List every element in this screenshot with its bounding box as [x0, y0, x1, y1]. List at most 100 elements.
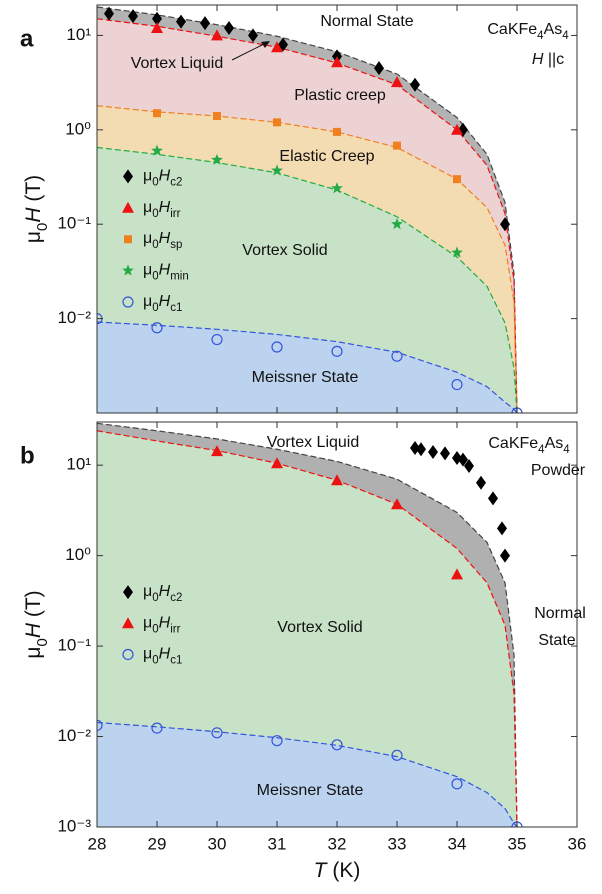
data-point: [497, 521, 507, 536]
data-point: [391, 350, 403, 362]
y-tick-label: 10¹: [66, 25, 91, 44]
data-point: [416, 442, 426, 457]
data-point: [211, 727, 223, 739]
legend-marker: [123, 169, 133, 184]
data-point: [331, 739, 343, 751]
data-point: [271, 735, 283, 747]
annotation: State: [538, 632, 575, 649]
panel: 10¹ 10⁰ 10⁻¹ 10⁻² 10⁻³28 29 30 31 32 33 34 35 36 μ0Hc…: [20, 421, 587, 882]
x-tick-label: 33: [388, 834, 407, 853]
data-point: [464, 458, 474, 473]
data-point: [488, 491, 498, 506]
data-point: [151, 322, 163, 334]
x-tick-label: 29: [148, 834, 167, 853]
data-point: [153, 109, 161, 118]
legend-marker: [122, 617, 134, 629]
data-point: [451, 778, 463, 790]
annotation: CaKFe4As4: [488, 435, 570, 456]
data-point: [248, 28, 258, 43]
data-point: [151, 722, 163, 734]
data-point: [451, 246, 463, 258]
data-point: [211, 29, 223, 41]
legend-label: μ0Hc2: [143, 583, 182, 604]
annotation: Normal: [534, 605, 586, 622]
y-axis-label: μ0H (T): [22, 175, 51, 243]
data-point: [410, 440, 420, 455]
data-point: [151, 21, 163, 33]
data-point: [104, 6, 114, 21]
annotation: H ||c: [532, 51, 564, 68]
fit-line: [97, 321, 518, 413]
region-fill: [97, 322, 517, 413]
data-point: [151, 144, 163, 156]
data-point: [331, 345, 343, 357]
legend-label: μ0Hsp: [143, 230, 182, 251]
panel-label: b: [20, 442, 35, 469]
legend-label: μ0Hc1: [143, 293, 182, 314]
annotation: Normal State: [320, 13, 413, 30]
data-point: [393, 141, 401, 150]
legend-marker: [122, 296, 134, 308]
data-point: [500, 217, 510, 232]
data-point: [200, 16, 210, 31]
fit-line: [97, 721, 518, 827]
data-point: [331, 474, 343, 486]
legend-label: μ0Hc2: [143, 168, 182, 189]
region-fill: [97, 430, 517, 827]
data-point: [500, 548, 510, 563]
y-tick-label: 10¹: [66, 455, 91, 474]
arrow-line: [231, 42, 267, 61]
y-tick-label: 10⁻¹: [57, 214, 91, 233]
annotation: Powder: [531, 462, 586, 479]
arrow-head: [261, 41, 270, 48]
x-tick-label: 30: [208, 834, 227, 853]
annotation: CaKFe4As4: [487, 21, 569, 42]
fit-line: [97, 146, 518, 413]
legend-label: μ0Hmin: [143, 262, 189, 283]
data-point: [273, 118, 281, 127]
data-point: [331, 182, 343, 194]
y-tick-label: 10⁰: [65, 119, 91, 138]
y-tick-label: 10⁻²: [57, 308, 91, 327]
data-point: [391, 218, 403, 230]
fit-line: [97, 105, 518, 413]
x-tick-label: 36: [568, 834, 587, 853]
legend-label: μ0Hirr: [143, 615, 181, 636]
legend-marker: [122, 264, 134, 276]
region-fill: [97, 722, 517, 827]
data-point: [152, 11, 162, 26]
data-point: [211, 333, 223, 346]
x-axis-label: T (K): [314, 859, 361, 882]
data-point: [224, 20, 234, 35]
data-point: [271, 164, 283, 176]
y-tick-label: 10⁻¹: [57, 636, 91, 655]
data-point: [271, 341, 283, 353]
annotation: Elastic Creep: [279, 148, 374, 165]
data-point: [391, 749, 403, 761]
plots: 10¹ 10⁰ 10⁻¹ 10⁻² μ0Hc2 μ0Hirr μ0Hsp μ0Hmin μ0Hc…: [20, 4, 587, 882]
data-point: [271, 41, 283, 53]
annotation: Vortex Liquid: [131, 55, 224, 72]
panel-label: a: [20, 25, 34, 52]
annotation: Plastic creep: [294, 87, 386, 104]
data-point: [428, 444, 438, 459]
panel: 10¹ 10⁰ 10⁻¹ 10⁻² μ0Hc2 μ0Hirr μ0Hsp μ0Hmin μ0Hc…: [20, 4, 578, 414]
legend-marker: [123, 585, 133, 600]
data-point: [211, 153, 223, 165]
data-point: [453, 175, 461, 184]
annotation: Meissner State: [252, 369, 359, 386]
x-tick-label: 34: [448, 834, 467, 853]
y-tick-label: 10⁰: [65, 545, 91, 564]
legend-marker: [124, 235, 132, 244]
data-point: [410, 77, 420, 92]
data-point: [451, 123, 463, 135]
data-point: [391, 76, 403, 88]
data-point: [213, 112, 221, 121]
data-point: [128, 9, 138, 24]
data-point: [176, 14, 186, 29]
y-axis-label: μ0H (T): [22, 590, 51, 658]
data-point: [440, 446, 450, 461]
annotation: Meissner State: [257, 782, 364, 799]
data-point: [391, 498, 403, 510]
